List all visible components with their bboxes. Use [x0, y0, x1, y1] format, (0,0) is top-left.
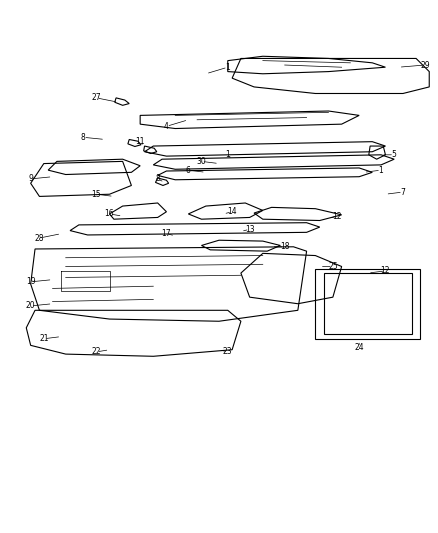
Text: 12: 12: [332, 212, 342, 221]
Text: 24: 24: [354, 343, 364, 352]
Text: 18: 18: [280, 243, 290, 251]
Text: 1: 1: [379, 166, 383, 175]
Text: 13: 13: [245, 225, 254, 234]
Text: 6: 6: [186, 166, 191, 175]
Text: 21: 21: [39, 334, 49, 343]
Text: 11: 11: [135, 137, 145, 146]
Text: 1: 1: [226, 63, 230, 72]
Text: 12: 12: [381, 266, 390, 276]
Text: 22: 22: [92, 348, 101, 357]
Text: 30: 30: [197, 157, 206, 166]
Text: 17: 17: [162, 229, 171, 238]
Text: 29: 29: [420, 61, 430, 69]
Text: 8: 8: [155, 174, 160, 183]
Text: 14: 14: [227, 207, 237, 216]
Text: 9: 9: [28, 174, 33, 183]
Text: 4: 4: [164, 122, 169, 131]
Text: 5: 5: [392, 150, 397, 159]
Text: 16: 16: [105, 209, 114, 219]
Text: 23: 23: [223, 348, 233, 357]
Text: 8: 8: [81, 133, 85, 142]
Text: 27: 27: [92, 93, 101, 102]
Text: 25: 25: [328, 262, 338, 271]
Text: 20: 20: [26, 302, 35, 310]
Text: 28: 28: [35, 233, 44, 243]
Text: 1: 1: [226, 150, 230, 159]
Text: 7: 7: [400, 188, 406, 197]
Text: 15: 15: [92, 190, 101, 199]
Text: 19: 19: [26, 277, 35, 286]
